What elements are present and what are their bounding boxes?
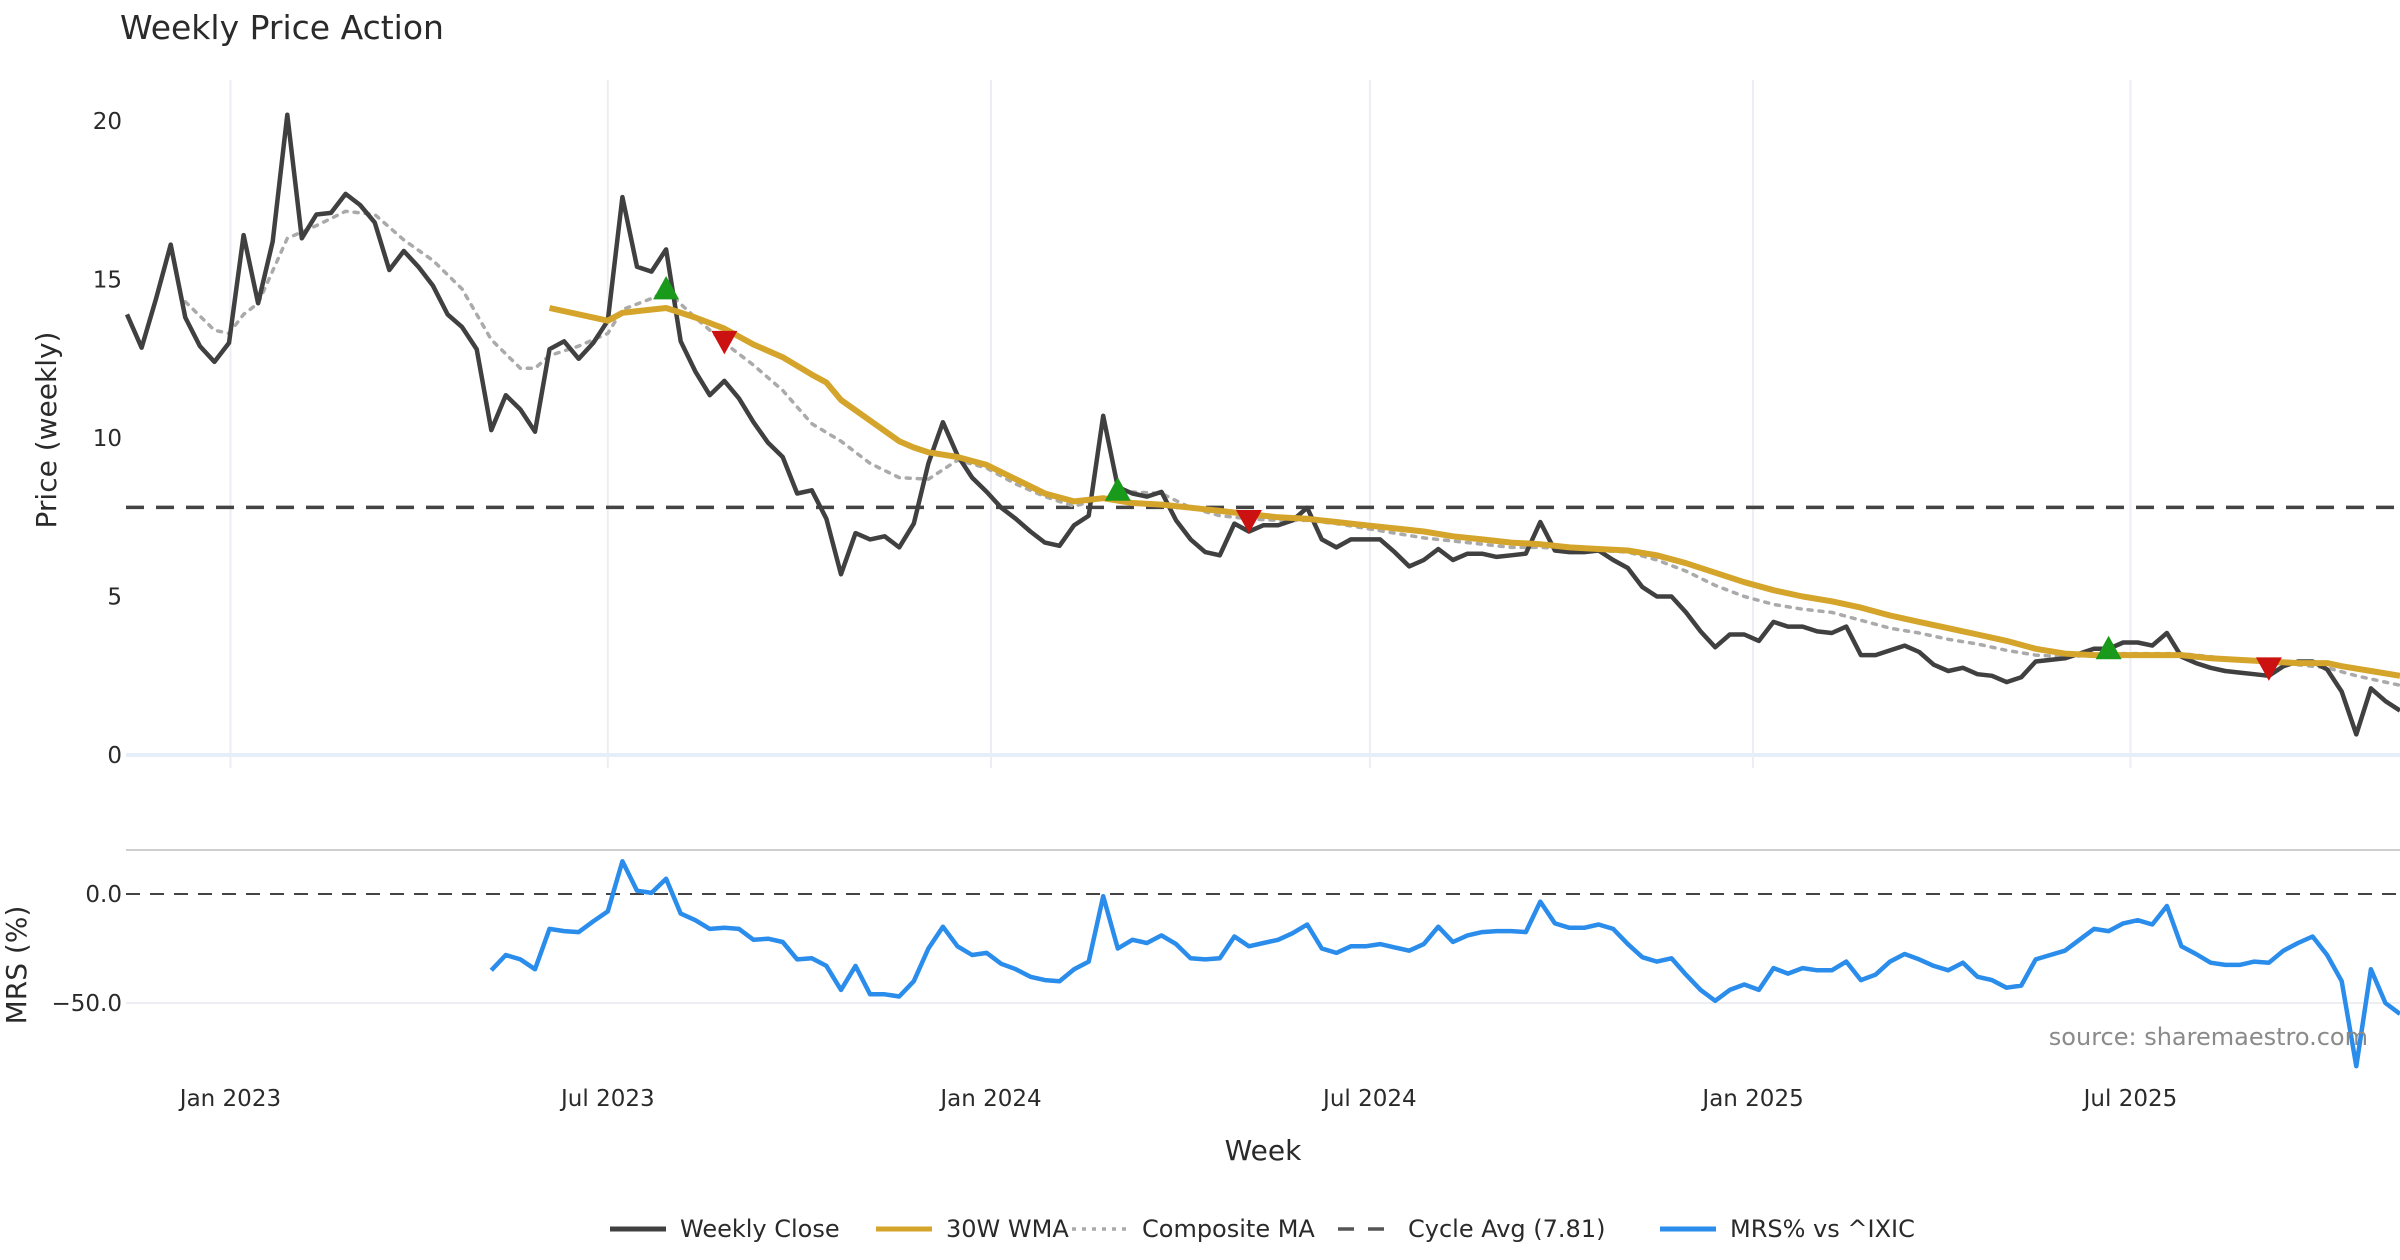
x-tick-label: Jul 2025 bbox=[2082, 1086, 2178, 1112]
wma-30w-line bbox=[548, 305, 2400, 679]
chart-title: Weekly Price Action bbox=[120, 8, 444, 47]
price-y-tick-label: 15 bbox=[93, 268, 122, 294]
mrs-gridlines bbox=[126, 893, 2400, 1004]
buy-signal-marker bbox=[2095, 635, 2122, 660]
price-y-tick-label: 20 bbox=[93, 109, 122, 135]
x-tick-label: Jan 2023 bbox=[178, 1086, 281, 1112]
legend: Weekly Close 30W WMA Composite MA Cycle Avg… bbox=[610, 1215, 1915, 1243]
price-y-tick-label: 5 bbox=[107, 585, 122, 611]
price-series bbox=[124, 112, 2400, 737]
price-gridlines bbox=[126, 80, 2400, 768]
x-tick-label: Jul 2024 bbox=[1321, 1086, 1417, 1112]
weekly-close-line bbox=[124, 112, 2400, 737]
composite-ma-line bbox=[183, 209, 2400, 688]
legend-label: Composite MA bbox=[1142, 1215, 1315, 1243]
mrs-y-tick-label: −50.0 bbox=[52, 991, 122, 1017]
legend-label: Cycle Avg (7.81) bbox=[1408, 1215, 1605, 1243]
sell-signal-marker bbox=[711, 330, 738, 355]
legend-label: MRS% vs ^IXIC bbox=[1730, 1215, 1915, 1243]
x-tick-label: Jan 2025 bbox=[1700, 1086, 1803, 1112]
price-y-tick-label: 10 bbox=[93, 426, 122, 452]
axis-ticks: Jan 2023 Jul 2023 Jan 2024 Jul 2024 Jan 2025… bbox=[52, 109, 2178, 1112]
price-y-tick-label: 0 bbox=[107, 743, 122, 769]
source-note: source: sharemaestro.com bbox=[2049, 1023, 2368, 1051]
mrs-axis-title: MRS (%) bbox=[0, 906, 33, 1025]
buy-signal-marker bbox=[1104, 477, 1131, 501]
x-tick-label: Jan 2024 bbox=[938, 1086, 1041, 1112]
sell-signal-marker bbox=[1235, 510, 1262, 534]
x-tick-label: Jul 2023 bbox=[559, 1086, 655, 1112]
buy-signal-marker bbox=[653, 276, 680, 300]
signal-markers bbox=[653, 276, 2282, 681]
legend-label: Weekly Close bbox=[680, 1215, 840, 1243]
price-axis-title: Price (weekly) bbox=[30, 332, 63, 529]
x-axis-title: Week bbox=[1225, 1134, 1302, 1167]
legend-label: 30W WMA bbox=[946, 1215, 1069, 1243]
mrs-y-tick-label: 0.0 bbox=[85, 882, 122, 908]
sell-signal-marker bbox=[2255, 657, 2282, 681]
mrs-series bbox=[489, 859, 2400, 1069]
mrs-line bbox=[489, 859, 2400, 1069]
